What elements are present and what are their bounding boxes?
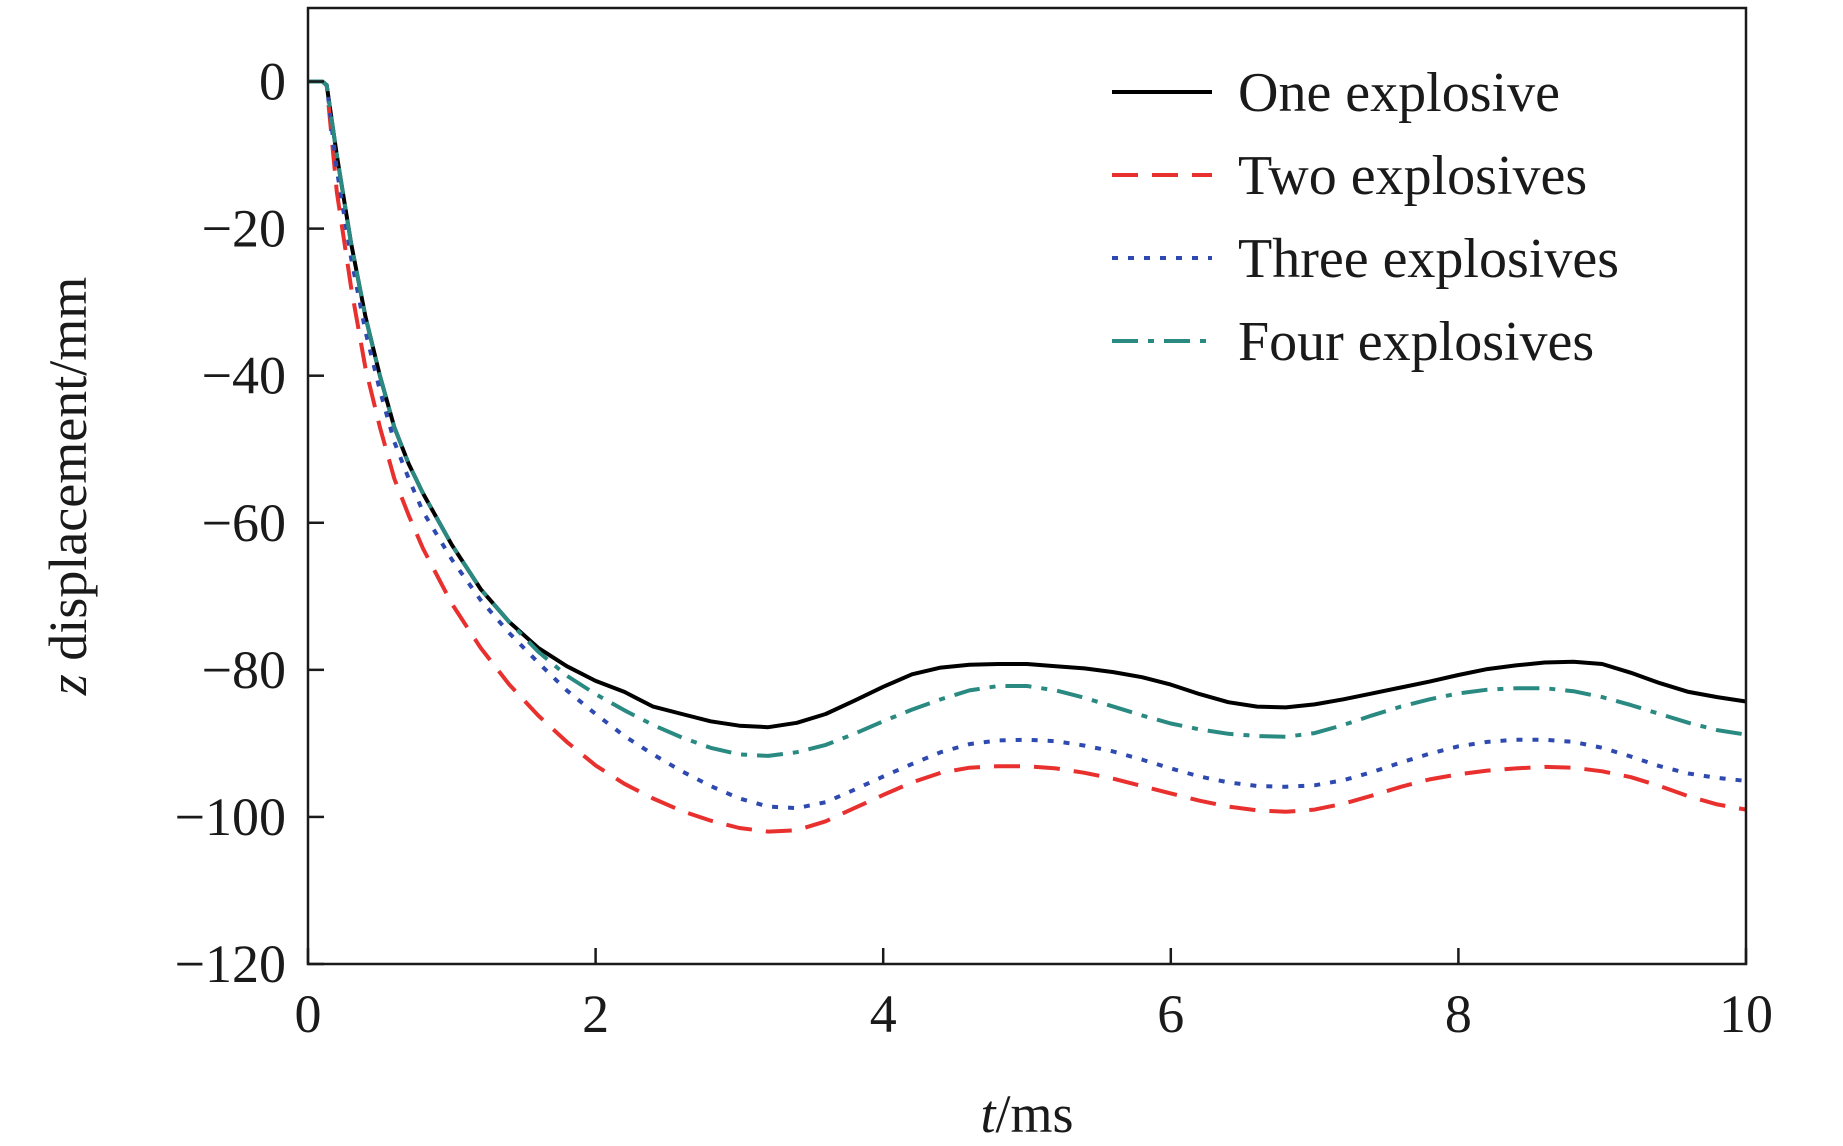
legend-label-1: One explosive <box>1238 62 1560 124</box>
x-tick-label: 0 <box>295 984 322 1044</box>
legend: One explosive Two explosives Three explosi… <box>1112 62 1619 373</box>
x-tick-label: 2 <box>582 984 609 1044</box>
x-axis-unit: /ms <box>995 1084 1073 1144</box>
x-tick-label: 6 <box>1157 984 1184 1044</box>
x-tick-label: 10 <box>1719 984 1773 1044</box>
plot-frame <box>306 6 1748 966</box>
y-axis-title: z displacement/mm <box>38 277 98 696</box>
legend-label-3: Three explosives <box>1238 228 1619 290</box>
y-tick-label: −120 <box>175 934 286 994</box>
y-tick-label: −80 <box>202 640 286 700</box>
plot-lines <box>308 79 1747 834</box>
y-tick-label: −20 <box>202 199 286 259</box>
axis-ticks <box>306 80 1748 966</box>
x-tick-label: 8 <box>1445 984 1472 1044</box>
y-axis-unit: displacement/mm <box>38 277 98 674</box>
x-axis-variable: t <box>980 1084 997 1144</box>
y-tick-label: −100 <box>175 787 286 847</box>
legend-label-4: Four explosives <box>1238 311 1594 373</box>
x-tick-label: 4 <box>870 984 897 1044</box>
series-line-3 <box>308 79 1747 811</box>
y-axis-variable: z <box>38 674 98 696</box>
series-line-4 <box>308 79 1747 758</box>
tick-labels: 0 2 4 6 8 10 0 −20 −40 −60 −80 −100 −120 <box>175 52 1773 1044</box>
x-axis-title: t/ms <box>980 1084 1073 1144</box>
series-line-1 <box>308 79 1747 730</box>
series-line-2 <box>308 79 1747 834</box>
y-tick-label: −60 <box>202 493 286 553</box>
y-tick-label: −40 <box>202 346 286 406</box>
legend-label-2: Two explosives <box>1238 145 1587 207</box>
y-tick-label: 0 <box>259 52 286 112</box>
